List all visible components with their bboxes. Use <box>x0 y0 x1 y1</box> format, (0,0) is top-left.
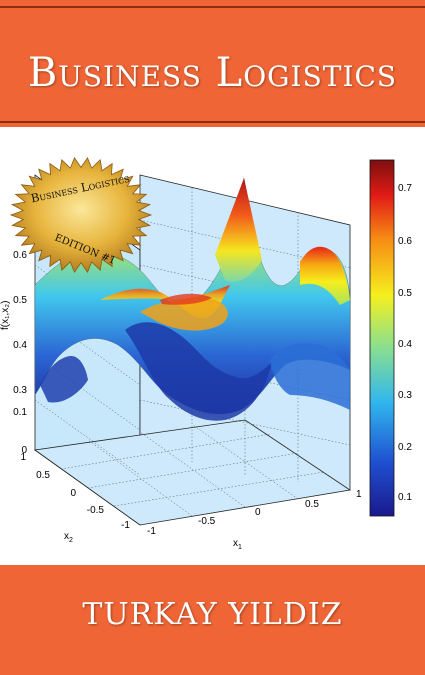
colorbar-tick: 0.4 <box>398 339 412 350</box>
colorbar-tick: 0.5 <box>398 288 412 299</box>
x1-tick: -1 <box>147 526 156 537</box>
x1-tick: 1 <box>356 489 362 500</box>
x2-tick: -0.5 <box>87 505 105 516</box>
author-band <box>0 565 425 675</box>
x2-tick: 0 <box>70 488 76 499</box>
seal-starburst <box>9 156 153 274</box>
x1-tick: 0 <box>255 507 261 518</box>
x1-tick: 0.5 <box>305 499 319 510</box>
x2-tick: 1 <box>20 452 26 463</box>
colorbar-tick: 0.7 <box>398 183 412 194</box>
x2-tick: 0.5 <box>36 470 50 481</box>
title-band <box>0 0 425 127</box>
z-tick: 0.4 <box>13 340 27 351</box>
book-title: Business Logistics <box>27 50 398 96</box>
z-tick: 0 <box>21 445 27 456</box>
colorbar-tick: 0.6 <box>398 236 412 247</box>
x1-axis-label: x1 <box>233 538 242 551</box>
colorbar: 0.7 0.6 0.5 0.4 0.3 0.2 0.1 <box>369 159 412 517</box>
surface-plot-illustration: 0.6 0.5 0.4 0.3 0.1 0 f(x₁,x₂) 1 0.5 0 -… <box>0 130 425 562</box>
x2-axis-label: x2 <box>64 531 73 544</box>
x2-tick: -1 <box>121 520 130 531</box>
author-name: TURKAY YILDIZ <box>82 597 343 632</box>
title-band-bottom-rule <box>0 121 425 123</box>
z-axis-ticks: 0.6 0.5 0.4 0.3 0.1 0 f(x₁,x₂) <box>0 250 27 456</box>
colorbar-tick: 0.3 <box>398 390 412 401</box>
function-surface <box>34 177 351 421</box>
z-axis-label: f(x₁,x₂) <box>0 301 11 330</box>
x1-axis-ticks: -1 -0.5 0 0.5 1 x1 <box>147 489 362 551</box>
z-tick: 0.1 <box>13 407 27 418</box>
x1-tick: -0.5 <box>198 516 216 527</box>
x2-axis-ticks: 1 0.5 0 -0.5 -1 x2 <box>20 452 130 544</box>
z-tick: 0.3 <box>13 385 27 396</box>
z-tick: 0.5 <box>13 295 27 306</box>
edition-seal: Business Logistics EDITION #1 <box>9 156 153 274</box>
colorbar-tick: 0.2 <box>398 442 412 453</box>
title-band-top-rule <box>0 6 425 8</box>
z-tick: 0.6 <box>13 250 27 261</box>
colorbar-tick: 0.1 <box>398 492 412 503</box>
